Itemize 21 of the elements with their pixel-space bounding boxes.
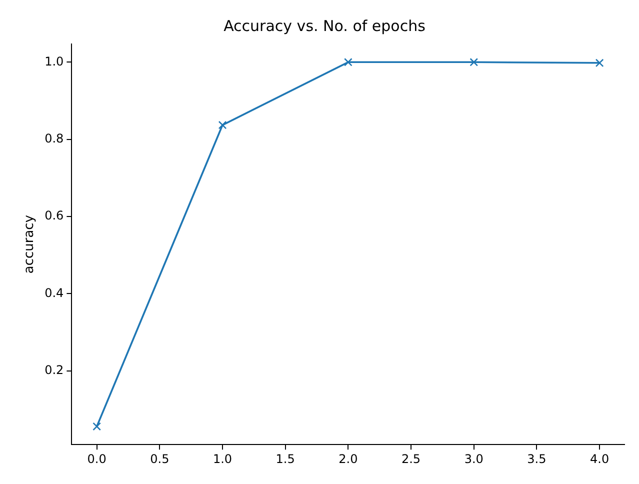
x-tick-label: 2.5 bbox=[401, 452, 421, 466]
x-tick-label: 3.0 bbox=[464, 452, 484, 466]
y-tick-label: 0.2 bbox=[44, 363, 64, 378]
x-tick-label: 4.0 bbox=[590, 452, 610, 466]
x-tick-label: 1.0 bbox=[212, 452, 232, 466]
x-tick-label: 2.0 bbox=[338, 452, 358, 466]
point bbox=[595, 58, 604, 68]
x-tick-label: 0.5 bbox=[150, 452, 170, 466]
point bbox=[470, 58, 478, 66]
x-tick-label: 3.5 bbox=[527, 452, 546, 466]
chart-title: Accuracy vs. No. of epochs bbox=[224, 16, 426, 35]
y-tick-label: 1.0 bbox=[44, 54, 64, 68]
point bbox=[92, 422, 102, 431]
y-tick-label: 0.6 bbox=[44, 208, 64, 223]
x-tick-label: 1.5 bbox=[276, 452, 295, 466]
y-tick-label: 0.4 bbox=[44, 286, 64, 300]
y-axis-title: accuracy bbox=[22, 214, 38, 274]
point bbox=[344, 58, 352, 66]
x-tick-label: 0.0 bbox=[87, 452, 106, 466]
y-tick-label: 0.8 bbox=[44, 131, 64, 146]
point bbox=[218, 120, 227, 130]
